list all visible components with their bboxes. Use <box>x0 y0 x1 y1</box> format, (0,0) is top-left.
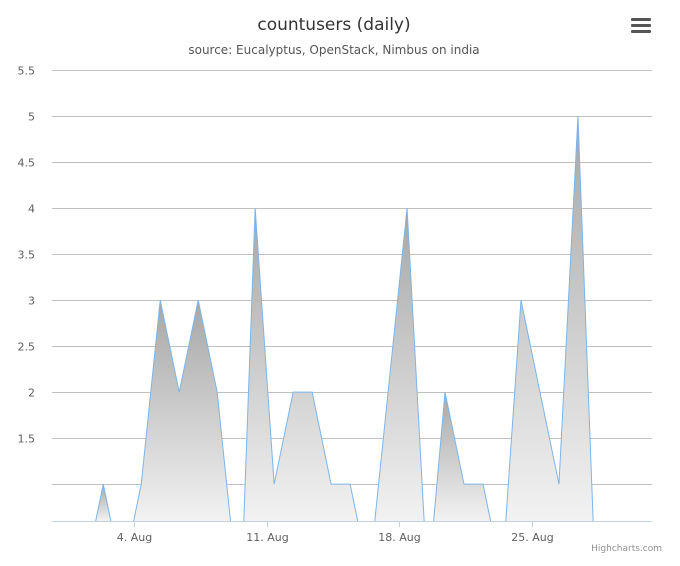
series-line <box>95 484 112 522</box>
area-fill <box>433 392 491 521</box>
x-tick-label: 11. Aug <box>246 531 288 544</box>
area-fill <box>505 116 594 521</box>
series-line <box>133 300 231 522</box>
y-tick-label: 5.5 <box>18 65 36 78</box>
area-fill <box>243 208 358 521</box>
y-tick-label: 2.5 <box>18 341 36 354</box>
x-tick-label: 25. Aug <box>511 531 553 544</box>
chart-subtitle: source: Eucalyptus, OpenStack, Nimbus on… <box>188 43 480 57</box>
x-tick-label: 4. Aug <box>117 531 152 544</box>
hamburger-icon <box>628 18 654 33</box>
series-line <box>505 115 594 522</box>
y-tick-label: 4.5 <box>18 157 36 170</box>
series-line <box>433 392 492 522</box>
series-line <box>374 208 425 522</box>
credits-link[interactable]: Highcharts.com <box>591 544 662 554</box>
chart-title: countusers (daily) <box>257 15 411 35</box>
y-tick-label: 3 <box>28 295 35 308</box>
y-tick-label: 3.5 <box>18 249 36 262</box>
y-tick-label: 4 <box>28 203 35 216</box>
y-tick-label: 2 <box>28 387 35 400</box>
x-tick-label: 18. Aug <box>378 531 420 544</box>
series-line <box>243 208 359 522</box>
area-fill <box>95 484 111 521</box>
y-tick-label: 1.5 <box>18 433 36 446</box>
y-tick-label: 5 <box>28 111 35 124</box>
area-fill <box>374 208 425 521</box>
export-menu-button[interactable] <box>628 18 654 40</box>
area-fill <box>133 300 231 521</box>
